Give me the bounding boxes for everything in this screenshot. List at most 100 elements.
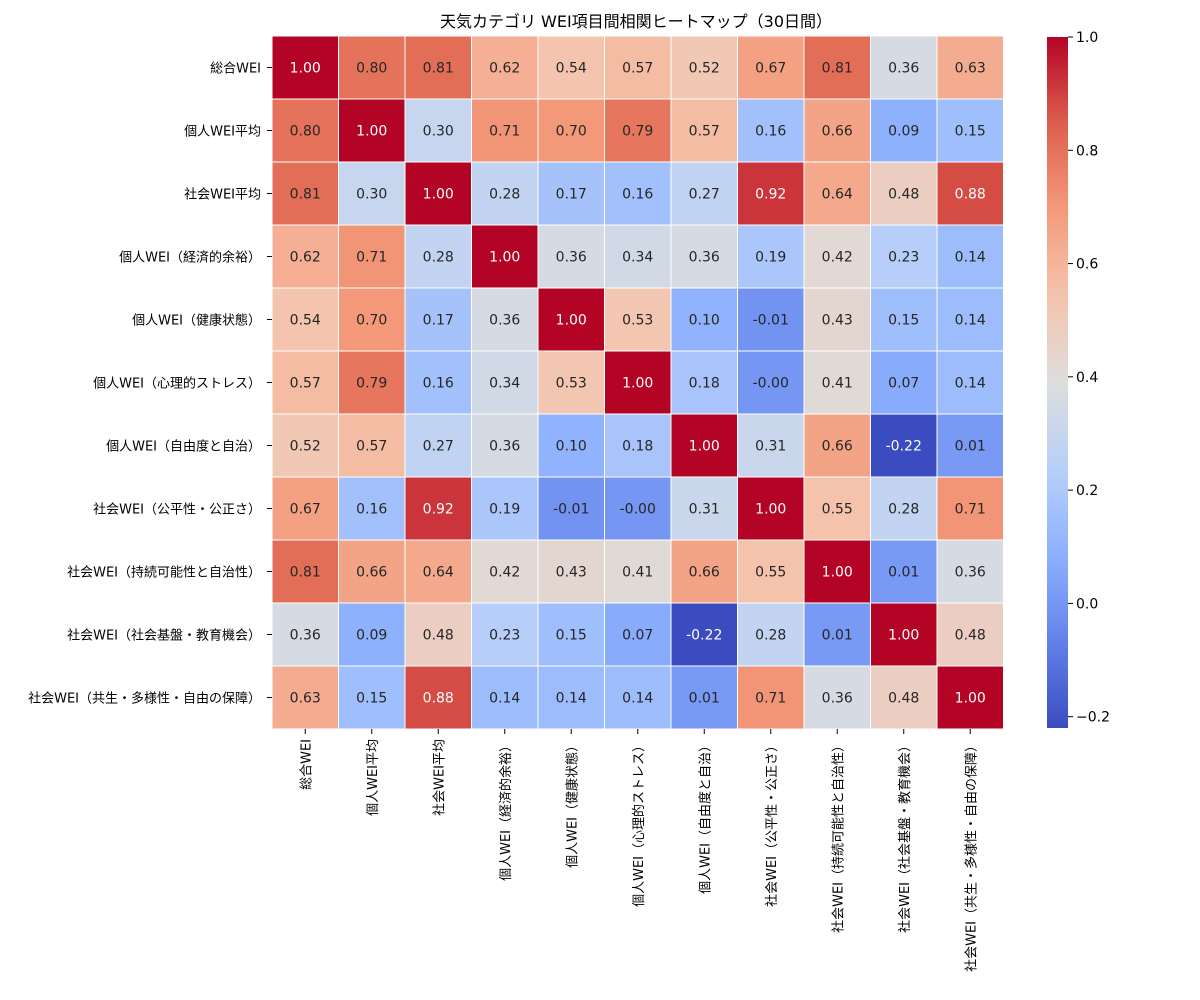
heatmap-cell-9-8 bbox=[803, 602, 871, 667]
heatmap-cell-4-5 bbox=[604, 287, 672, 352]
cell-value-label: 0.36 bbox=[556, 250, 587, 266]
cell-value-label: 0.88 bbox=[955, 187, 986, 203]
heatmap-cell-4-2 bbox=[404, 287, 472, 352]
heatmap-cell-8-10 bbox=[936, 539, 1004, 604]
colorbar-tick-label: 1.0 bbox=[1076, 30, 1098, 46]
heatmap-cell-9-2 bbox=[404, 602, 472, 667]
heatmap-cell-9-0 bbox=[271, 602, 339, 667]
cell-value-label: 0.66 bbox=[356, 565, 387, 581]
cell-value-label: 0.57 bbox=[356, 439, 387, 455]
heatmap-cell-5-0 bbox=[271, 350, 339, 415]
cell-value-label: 0.36 bbox=[489, 439, 520, 455]
heatmap-cell-4-0 bbox=[271, 287, 339, 352]
cell-value-label: 0.80 bbox=[356, 61, 387, 77]
cell-value-label: 0.15 bbox=[356, 691, 387, 707]
cell-value-label: 0.57 bbox=[622, 61, 653, 77]
cell-value-label: 0.07 bbox=[888, 376, 919, 392]
cell-value-label: 0.54 bbox=[556, 61, 587, 77]
heatmap-cell-9-10 bbox=[936, 602, 1004, 667]
cell-value-label: -0.00 bbox=[753, 376, 789, 392]
heatmap-cell-10-8 bbox=[803, 665, 871, 730]
heatmap-cell-0-2 bbox=[404, 35, 472, 100]
cell-value-label: 0.18 bbox=[689, 376, 720, 392]
heatmap-cell-3-8 bbox=[803, 224, 871, 289]
cell-value-label: 0.55 bbox=[755, 565, 786, 581]
cell-value-label: 0.16 bbox=[622, 187, 653, 203]
cell-value-label: 0.14 bbox=[622, 691, 653, 707]
cell-value-label: 0.71 bbox=[755, 691, 786, 707]
cell-value-label: 0.18 bbox=[622, 439, 653, 455]
heatmap-cell-6-9 bbox=[870, 413, 938, 478]
x-tick-label: 社会WEI（社会基盤・教育機会） bbox=[897, 739, 913, 933]
heatmap-cell-8-7 bbox=[737, 539, 805, 604]
cell-value-label: 0.64 bbox=[822, 187, 853, 203]
heatmap-cell-1-4 bbox=[537, 98, 605, 163]
heatmap-cell-3-3 bbox=[471, 224, 539, 289]
heatmap-cell-3-5 bbox=[604, 224, 672, 289]
heatmap-cell-10-2 bbox=[404, 665, 472, 730]
cell-value-label: 0.81 bbox=[423, 61, 454, 77]
cell-value-label: 0.42 bbox=[489, 565, 520, 581]
cell-value-label: 0.71 bbox=[489, 124, 520, 140]
y-tick-label: 社会WEI（社会基盤・教育機会） bbox=[67, 628, 261, 644]
cell-value-label: 0.14 bbox=[955, 250, 986, 266]
heatmap-cell-1-6 bbox=[670, 98, 738, 163]
y-tick-label: 社会WEI（公平性・公正さ） bbox=[93, 502, 261, 518]
y-tick-label: 社会WEI（共生・多様性・自由の保障） bbox=[28, 691, 261, 707]
cell-value-label: 0.14 bbox=[955, 376, 986, 392]
cell-value-label: 0.07 bbox=[622, 628, 653, 644]
cell-value-label: -0.00 bbox=[620, 502, 656, 518]
heatmap-cell-6-2 bbox=[404, 413, 472, 478]
cell-value-label: -0.01 bbox=[753, 313, 789, 329]
heatmap-cell-6-0 bbox=[271, 413, 339, 478]
heatmap-cell-2-4 bbox=[537, 161, 605, 226]
cell-value-label: 0.16 bbox=[755, 124, 786, 140]
cell-value-label: 0.81 bbox=[290, 565, 321, 581]
cell-value-label: 0.57 bbox=[290, 376, 321, 392]
x-tick-label: 個人WEI（自由度と自治） bbox=[697, 739, 713, 894]
cell-value-label: 0.66 bbox=[689, 565, 720, 581]
heatmap-cell-1-0 bbox=[271, 98, 339, 163]
cell-value-label: 0.28 bbox=[888, 502, 919, 518]
heatmap-cell-10-5 bbox=[604, 665, 672, 730]
x-tick-label: 個人WEI（健康状態） bbox=[564, 739, 580, 868]
heatmap-cell-2-5 bbox=[604, 161, 672, 226]
cell-value-label: 0.63 bbox=[955, 61, 986, 77]
cell-value-label: 0.36 bbox=[822, 691, 853, 707]
heatmap-cell-4-6 bbox=[670, 287, 738, 352]
heatmap-cell-8-2 bbox=[404, 539, 472, 604]
heatmap-cells: 1.00 0.80 0.81 0.62 0.54 0.57 0.52 0.67 0.81 0.36… bbox=[271, 35, 1004, 730]
heatmap-cell-4-1 bbox=[338, 287, 406, 352]
y-tick-label: 個人WEI（自由度と自治） bbox=[106, 439, 261, 455]
cell-value-label: 0.28 bbox=[423, 250, 454, 266]
colorbar-tick-label: 0.6 bbox=[1076, 257, 1098, 273]
cell-value-label: 1.00 bbox=[356, 124, 387, 140]
cell-value-label: 1.00 bbox=[489, 250, 520, 266]
heatmap-cell-10-4 bbox=[537, 665, 605, 730]
cell-value-label: 0.79 bbox=[622, 124, 653, 140]
heatmap-cell-3-10 bbox=[936, 224, 1004, 289]
cell-value-label: 0.01 bbox=[822, 628, 853, 644]
cell-value-label: 0.01 bbox=[955, 439, 986, 455]
x-tick-label: 総合WEI bbox=[299, 739, 314, 790]
chart-title: 天気カテゴリ WEI項目間相関ヒートマップ（30日間） bbox=[440, 12, 832, 31]
heatmap-cell-1-8 bbox=[803, 98, 871, 163]
cell-value-label: 1.00 bbox=[755, 502, 786, 518]
cell-value-label: 0.27 bbox=[689, 187, 720, 203]
heatmap-cell-4-4 bbox=[537, 287, 605, 352]
cell-value-label: 0.28 bbox=[489, 187, 520, 203]
colorbar-tick-label: 0.2 bbox=[1076, 483, 1098, 499]
cell-value-label: 0.23 bbox=[888, 250, 919, 266]
heatmap-cell-6-10 bbox=[936, 413, 1004, 478]
cell-value-label: 0.71 bbox=[955, 502, 986, 518]
heatmap-cell-0-3 bbox=[471, 35, 539, 100]
heatmap-cell-7-3 bbox=[471, 476, 539, 541]
heatmap-cell-3-4 bbox=[537, 224, 605, 289]
cell-value-label: -0.22 bbox=[686, 628, 722, 644]
x-tick-label: 社会WEI平均 bbox=[431, 739, 447, 816]
cell-value-label: 0.17 bbox=[556, 187, 587, 203]
colorbar-gradient bbox=[1047, 37, 1068, 728]
heatmap-cell-7-10 bbox=[936, 476, 1004, 541]
colorbar: 1.0 0.8 0.6 0.4 0.2 0.0 −0.2 bbox=[1047, 30, 1110, 728]
